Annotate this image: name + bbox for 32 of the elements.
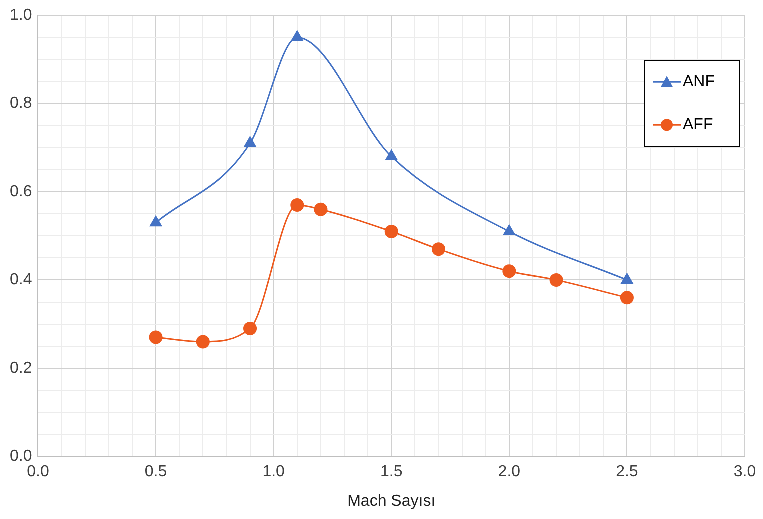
x-axis-title: Mach Sayısı [348, 492, 436, 510]
point [244, 322, 258, 336]
point [384, 224, 398, 238]
point [550, 273, 564, 287]
x-tick-label: 3.0 [734, 464, 756, 481]
x-tick-label: 2.5 [616, 464, 638, 481]
point [621, 273, 634, 284]
point [291, 30, 304, 42]
y-tick-label: 0.0 [10, 448, 32, 466]
x-tick-label: 0.5 [144, 464, 168, 481]
x-tick-label: 2.0 [498, 464, 521, 481]
point [386, 150, 398, 160]
y-tick-label: 1.0 [10, 7, 32, 24]
point [196, 335, 210, 349]
point [503, 224, 516, 236]
point [290, 198, 304, 212]
point [149, 330, 163, 344]
y-tick-label: 0.4 [10, 272, 32, 289]
y-tick-label: 0.2 [10, 360, 32, 377]
x-tick-label: 1.5 [380, 464, 403, 481]
point [620, 291, 634, 305]
x-tick-label: 0.0 [27, 464, 50, 481]
point [502, 264, 516, 278]
y-tick-label: 0.6 [10, 183, 32, 200]
x-tick-label: 1.0 [262, 464, 286, 481]
point [432, 242, 446, 256]
y-tick-label: 0.8 [10, 95, 32, 112]
point [244, 136, 256, 148]
point [150, 216, 162, 227]
legend-label: AFF [683, 116, 714, 134]
legend-label: ANF [683, 74, 716, 91]
point [314, 202, 328, 216]
